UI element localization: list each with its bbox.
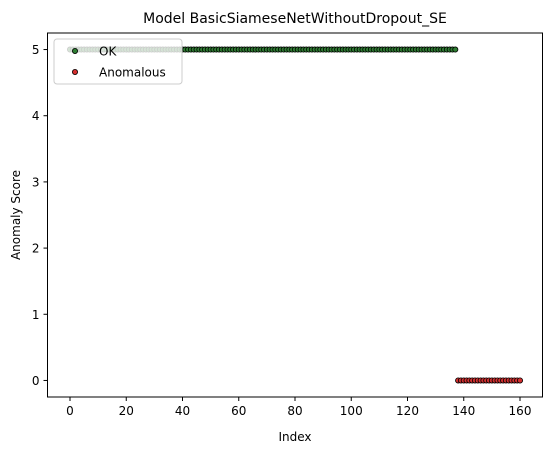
x-axis-ticks: 0 20 40 60 80 100 120 140 160 <box>66 397 531 418</box>
y-tick-label-3: 3 <box>32 175 40 189</box>
legend-box <box>53 38 183 85</box>
legend-label-anomalous: Anomalous <box>99 66 166 80</box>
y-tick-label-0: 0 <box>32 374 40 388</box>
y-axis-label: Anomaly Score <box>9 170 23 260</box>
x-axis-label: Index <box>278 430 311 444</box>
legend-marker-ok <box>72 48 79 55</box>
y-tick-label-2: 2 <box>32 242 40 256</box>
y-tick-label-1: 1 <box>32 308 40 322</box>
legend-label-ok: OK <box>99 45 117 59</box>
point-ok-137 <box>452 46 459 53</box>
x-tick-label-160: 160 <box>509 404 532 418</box>
x-tick-label-140: 140 <box>452 404 475 418</box>
x-tick-label-100: 100 <box>340 404 363 418</box>
legend: OK Anomalous <box>53 38 183 85</box>
x-tick-label-0: 0 <box>66 404 74 418</box>
x-tick-label-80: 80 <box>287 404 302 418</box>
point-anomalous-160 <box>517 377 524 384</box>
x-tick-label-60: 60 <box>231 404 246 418</box>
y-axis-ticks: 0 1 2 3 4 5 <box>32 43 48 388</box>
legend-marker-anomalous <box>72 69 79 76</box>
x-tick-label-40: 40 <box>175 404 190 418</box>
chart-title: Model BasicSiameseNetWithoutDropout_SE <box>143 11 447 27</box>
x-tick-label-20: 20 <box>119 404 134 418</box>
y-tick-label-4: 4 <box>32 109 40 123</box>
y-tick-label-5: 5 <box>32 43 40 57</box>
x-tick-label-120: 120 <box>396 404 419 418</box>
